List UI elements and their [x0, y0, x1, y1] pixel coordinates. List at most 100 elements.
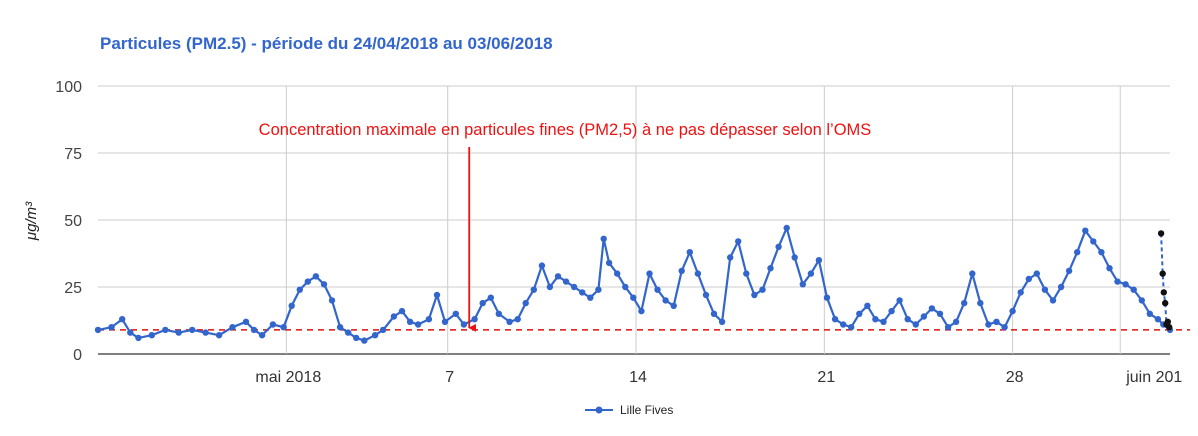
data-point[interactable]: [1090, 238, 1097, 245]
data-point[interactable]: [1065, 267, 1073, 275]
data-point[interactable]: [554, 273, 562, 280]
data-point[interactable]: [702, 291, 710, 299]
data-point[interactable]: [1025, 275, 1033, 283]
data-point[interactable]: [215, 332, 223, 339]
data-point[interactable]: [646, 270, 653, 277]
data-point[interactable]: [952, 318, 960, 325]
data-point[interactable]: [896, 297, 903, 304]
data-point[interactable]: [630, 294, 637, 301]
tail-data-point[interactable]: [1164, 318, 1172, 325]
data-point[interactable]: [148, 332, 155, 339]
series-lille-fives[interactable]: [94, 224, 1174, 344]
data-point[interactable]: [807, 270, 815, 277]
data-point[interactable]: [514, 316, 521, 323]
data-point[interactable]: [759, 286, 766, 293]
data-point[interactable]: [522, 299, 529, 307]
data-point[interactable]: [654, 286, 661, 293]
data-point[interactable]: [304, 278, 311, 285]
data-point[interactable]: [506, 318, 513, 325]
data-point[interactable]: [622, 283, 629, 291]
data-point[interactable]: [353, 334, 360, 342]
data-point[interactable]: [888, 307, 895, 315]
data-point[interactable]: [638, 307, 645, 315]
data-point[interactable]: [487, 294, 494, 301]
data-point[interactable]: [936, 310, 944, 317]
data-point[interactable]: [379, 326, 387, 334]
data-point[interactable]: [328, 297, 336, 304]
data-point[interactable]: [135, 334, 142, 342]
data-point[interactable]: [361, 337, 368, 344]
data-point[interactable]: [1074, 249, 1081, 256]
data-point[interactable]: [479, 299, 486, 307]
legend[interactable]: Lille Fives: [585, 403, 673, 417]
data-point[interactable]: [570, 283, 578, 291]
data-point[interactable]: [767, 265, 774, 272]
data-point[interactable]: [414, 321, 422, 328]
data-point[interactable]: [815, 257, 823, 264]
data-point[interactable]: [993, 318, 1000, 325]
data-point[interactable]: [460, 321, 468, 328]
data-point[interactable]: [783, 224, 790, 232]
data-point[interactable]: [920, 313, 928, 320]
data-point[interactable]: [969, 270, 976, 277]
tail-data-point[interactable]: [1160, 289, 1168, 296]
data-point[interactable]: [856, 310, 863, 317]
data-point[interactable]: [94, 326, 102, 334]
data-point[interactable]: [471, 316, 478, 323]
tail-data-point[interactable]: [1159, 270, 1166, 277]
data-point[interactable]: [538, 262, 546, 269]
data-point[interactable]: [751, 291, 758, 299]
data-point[interactable]: [1009, 307, 1016, 315]
data-point[interactable]: [433, 291, 441, 299]
data-point[interactable]: [1082, 227, 1089, 234]
data-point[interactable]: [1017, 289, 1024, 296]
data-point[interactable]: [595, 286, 602, 293]
data-point[interactable]: [562, 278, 570, 285]
data-point[interactable]: [1114, 278, 1121, 285]
data-point[interactable]: [872, 316, 879, 323]
data-point[interactable]: [1033, 270, 1041, 277]
data-point[interactable]: [371, 332, 379, 339]
data-point[interactable]: [961, 299, 968, 307]
data-point[interactable]: [880, 318, 887, 325]
data-point[interactable]: [162, 326, 169, 334]
data-point[interactable]: [1106, 265, 1113, 272]
data-point[interactable]: [258, 332, 266, 339]
data-point[interactable]: [425, 316, 433, 323]
data-point[interactable]: [670, 302, 677, 309]
data-point[interactable]: [242, 318, 250, 325]
data-point[interactable]: [1130, 286, 1137, 293]
data-point[interactable]: [250, 326, 258, 334]
data-point[interactable]: [944, 324, 952, 331]
data-point[interactable]: [928, 305, 936, 312]
data-point[interactable]: [727, 254, 734, 261]
data-point[interactable]: [320, 281, 328, 288]
data-point[interactable]: [269, 321, 277, 328]
data-point[interactable]: [600, 235, 607, 242]
data-point[interactable]: [288, 302, 295, 309]
data-point[interactable]: [985, 321, 992, 328]
data-point[interactable]: [743, 270, 750, 277]
data-point[interactable]: [791, 254, 798, 261]
tail-data-point[interactable]: [1162, 299, 1169, 307]
data-point[interactable]: [108, 324, 115, 331]
data-point[interactable]: [312, 273, 320, 280]
data-point[interactable]: [823, 294, 831, 301]
data-point[interactable]: [1146, 310, 1154, 317]
data-point[interactable]: [775, 243, 782, 250]
data-point[interactable]: [977, 299, 984, 307]
data-point[interactable]: [904, 316, 911, 323]
data-point[interactable]: [1057, 283, 1065, 291]
data-point[interactable]: [848, 324, 855, 331]
data-point[interactable]: [202, 329, 209, 336]
data-point[interactable]: [831, 316, 839, 323]
data-point[interactable]: [735, 238, 742, 245]
data-point[interactable]: [694, 270, 702, 277]
data-point[interactable]: [127, 329, 134, 336]
data-point[interactable]: [587, 294, 594, 301]
data-point[interactable]: [530, 286, 537, 293]
data-point[interactable]: [579, 289, 586, 296]
data-point[interactable]: [686, 249, 693, 256]
data-point[interactable]: [912, 321, 919, 328]
data-point[interactable]: [840, 321, 847, 328]
